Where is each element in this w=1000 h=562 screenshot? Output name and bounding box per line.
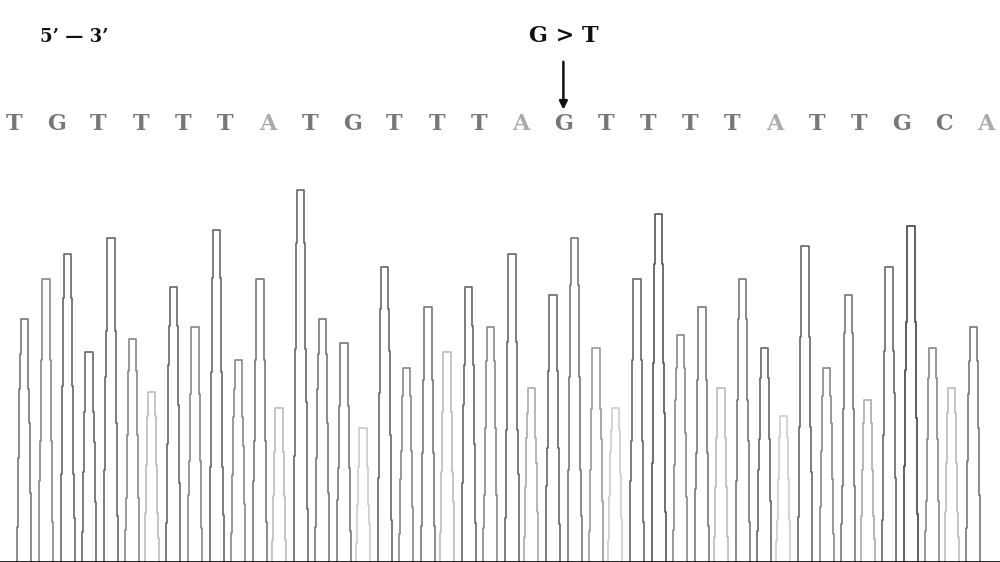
Polygon shape bbox=[356, 428, 370, 562]
Text: A: A bbox=[259, 112, 276, 135]
Text: G > T: G > T bbox=[529, 25, 598, 47]
Polygon shape bbox=[945, 388, 959, 562]
Polygon shape bbox=[462, 287, 476, 562]
Polygon shape bbox=[673, 336, 687, 562]
Polygon shape bbox=[17, 319, 31, 562]
Text: T: T bbox=[724, 112, 741, 135]
Polygon shape bbox=[736, 279, 750, 562]
Polygon shape bbox=[440, 352, 454, 562]
Text: T: T bbox=[640, 112, 656, 135]
Text: T: T bbox=[851, 112, 868, 135]
Polygon shape bbox=[82, 352, 96, 562]
Polygon shape bbox=[399, 368, 413, 562]
Polygon shape bbox=[695, 307, 709, 562]
Polygon shape bbox=[231, 360, 245, 562]
Polygon shape bbox=[925, 347, 939, 562]
Polygon shape bbox=[188, 327, 202, 562]
Polygon shape bbox=[294, 190, 308, 562]
Polygon shape bbox=[630, 279, 644, 562]
Polygon shape bbox=[820, 368, 834, 562]
Text: A: A bbox=[977, 112, 995, 135]
Polygon shape bbox=[272, 408, 286, 562]
Text: T: T bbox=[471, 112, 487, 135]
Text: T: T bbox=[302, 112, 318, 135]
Polygon shape bbox=[966, 327, 980, 562]
Text: T: T bbox=[217, 112, 234, 135]
Text: C: C bbox=[935, 112, 953, 135]
Polygon shape bbox=[145, 392, 159, 562]
Text: 5’ — 3’: 5’ — 3’ bbox=[40, 28, 108, 46]
Polygon shape bbox=[39, 279, 53, 562]
Polygon shape bbox=[166, 287, 180, 562]
Polygon shape bbox=[505, 255, 519, 562]
Text: T: T bbox=[682, 112, 698, 135]
Text: T: T bbox=[386, 112, 403, 135]
Text: G: G bbox=[343, 112, 362, 135]
Polygon shape bbox=[378, 266, 392, 562]
Polygon shape bbox=[861, 400, 875, 562]
Polygon shape bbox=[253, 279, 267, 562]
Polygon shape bbox=[652, 214, 666, 562]
Text: T: T bbox=[132, 112, 149, 135]
Text: T: T bbox=[90, 112, 107, 135]
Polygon shape bbox=[798, 246, 812, 562]
Polygon shape bbox=[589, 347, 603, 562]
Text: T: T bbox=[428, 112, 445, 135]
Polygon shape bbox=[483, 327, 497, 562]
Text: A: A bbox=[512, 112, 530, 135]
Text: A: A bbox=[766, 112, 783, 135]
Polygon shape bbox=[421, 307, 435, 562]
Text: G: G bbox=[554, 112, 573, 135]
Polygon shape bbox=[315, 319, 329, 562]
Text: T: T bbox=[597, 112, 614, 135]
Polygon shape bbox=[337, 343, 351, 562]
Polygon shape bbox=[841, 295, 855, 562]
Polygon shape bbox=[757, 347, 771, 562]
Polygon shape bbox=[546, 295, 560, 562]
Polygon shape bbox=[568, 238, 582, 562]
Polygon shape bbox=[776, 416, 790, 562]
Polygon shape bbox=[882, 266, 896, 562]
Polygon shape bbox=[904, 226, 918, 562]
Polygon shape bbox=[714, 388, 728, 562]
Text: T: T bbox=[175, 112, 191, 135]
Polygon shape bbox=[608, 408, 622, 562]
Text: T: T bbox=[809, 112, 825, 135]
Text: T: T bbox=[6, 112, 22, 135]
Polygon shape bbox=[125, 339, 139, 562]
Polygon shape bbox=[524, 388, 538, 562]
Text: G: G bbox=[892, 112, 911, 135]
Text: G: G bbox=[47, 112, 66, 135]
Polygon shape bbox=[104, 238, 118, 562]
Polygon shape bbox=[61, 255, 75, 562]
Polygon shape bbox=[210, 230, 224, 562]
